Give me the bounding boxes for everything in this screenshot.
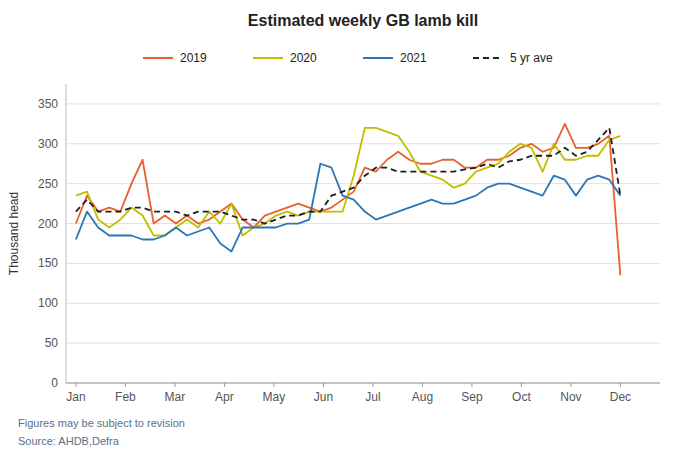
title: Estimated weekly GB lamb kill	[248, 12, 478, 29]
grid-line	[66, 263, 660, 264]
x-tick	[174, 383, 175, 387]
x-tick-label: Dec	[610, 390, 631, 404]
y-tick-label: 300	[38, 137, 58, 151]
y-tick-label: 250	[38, 177, 58, 191]
legend-swatch	[253, 57, 283, 59]
series-line	[76, 128, 621, 236]
x-tick-label: Jul	[365, 390, 380, 404]
x-tick-label: Jan	[66, 390, 85, 404]
legend: 2019 2020 2021 5 yr ave	[143, 51, 553, 65]
legend-label: 5 yr ave	[510, 51, 553, 65]
legend-swatch	[363, 57, 393, 59]
x-tick	[224, 383, 225, 387]
x-tick	[570, 383, 571, 387]
y-axis-label: Thousand head	[7, 192, 21, 275]
x-tick	[323, 383, 324, 387]
y-tick-label: 0	[51, 376, 58, 390]
y-axis: 0 50 100 150 200 250 300 350	[38, 97, 660, 390]
y-axis-line	[66, 84, 67, 383]
x-tick	[273, 383, 274, 387]
x-tick-label: Aug	[412, 390, 433, 404]
x-tick-label: Apr	[215, 390, 234, 404]
series-line	[76, 124, 621, 275]
grid-line	[66, 343, 660, 344]
x-tick	[471, 383, 472, 387]
legend-label: 2019	[180, 51, 207, 65]
series-line	[76, 164, 621, 252]
series-group	[76, 124, 621, 275]
x-tick	[620, 383, 621, 387]
y-tick-label: 200	[38, 217, 58, 231]
y-tick-label: 50	[45, 336, 59, 350]
y-tick-label: 150	[38, 256, 58, 270]
legend-label: 2020	[290, 51, 317, 65]
grid-line	[66, 103, 660, 104]
x-tick	[75, 383, 76, 387]
legend-swatch	[473, 57, 503, 59]
x-axis: Jan Feb Mar Apr May Jun Jul Aug Sep Oct Nov Dec	[66, 383, 631, 404]
y-tick-label: 350	[38, 97, 58, 111]
legend-swatch	[143, 57, 173, 59]
chart: Estimated weekly GB lamb kill 0 50 100 150 20…	[0, 0, 680, 455]
x-tick-label: Oct	[512, 390, 531, 404]
x-tick	[521, 383, 522, 387]
x-tick-label: Feb	[115, 390, 136, 404]
footnote: Figures may be subject to revision	[18, 417, 185, 429]
footnote: Source: AHDB,Defra	[18, 435, 120, 447]
x-tick	[422, 383, 423, 387]
x-tick	[125, 383, 126, 387]
series-line	[76, 128, 621, 224]
y-tick-label: 100	[38, 296, 58, 310]
legend-label: 2021	[400, 51, 427, 65]
x-tick-label: Jun	[314, 390, 333, 404]
background	[0, 0, 680, 455]
x-tick-label: May	[263, 390, 286, 404]
grid-line	[66, 143, 660, 144]
x-tick-label: Mar	[165, 390, 186, 404]
grid-line	[66, 303, 660, 304]
x-tick	[372, 383, 373, 387]
x-tick-label: Sep	[461, 390, 483, 404]
grid-line	[66, 183, 660, 184]
x-tick-label: Nov	[560, 390, 581, 404]
